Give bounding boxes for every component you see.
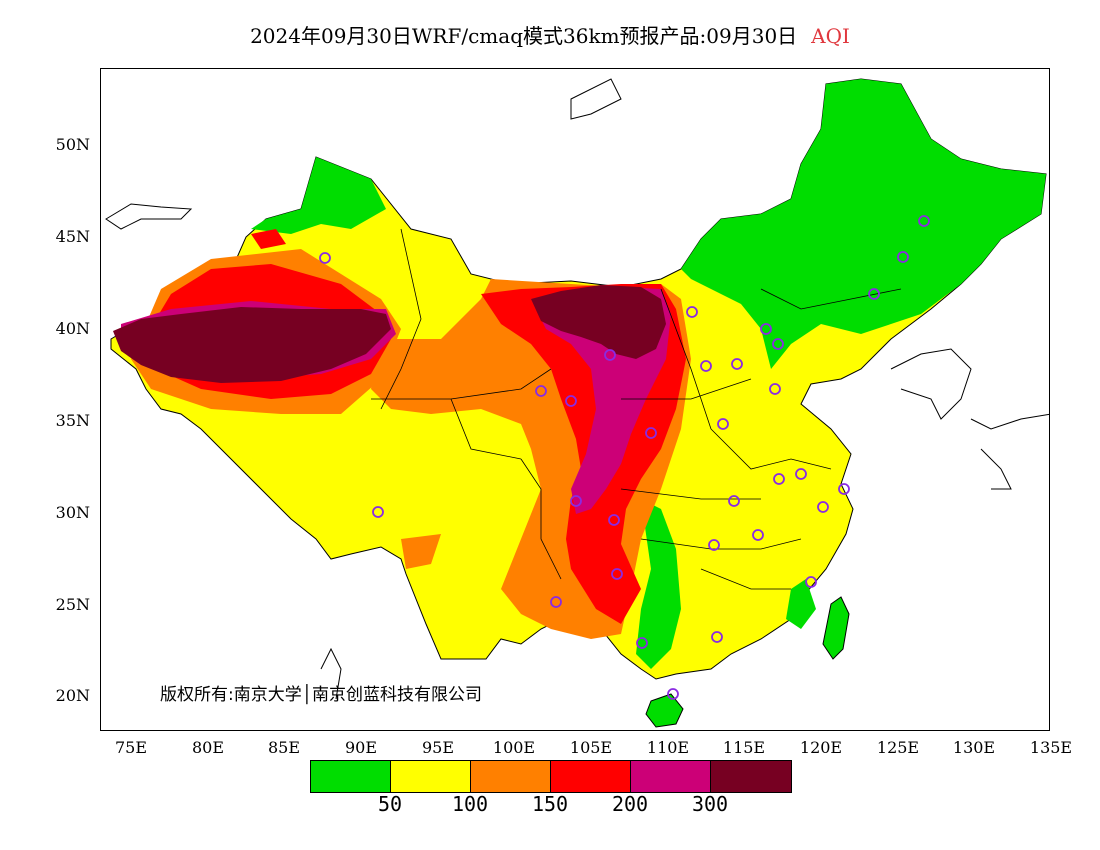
legend-swatch-4: [551, 761, 631, 792]
x-label-80e: 80E: [191, 738, 225, 757]
legend-label-150: 150: [531, 792, 569, 816]
city-marker: [773, 473, 785, 485]
city-marker: [686, 306, 698, 318]
aqi-good-fujian: [786, 579, 816, 629]
taiwan-island: [822, 596, 850, 660]
city-marker: [752, 529, 764, 541]
x-label-95e: 95E: [421, 738, 455, 757]
city-marker: [604, 349, 616, 361]
x-label-75e: 75E: [114, 738, 148, 757]
x-label-85e: 85E: [267, 738, 301, 757]
x-label-100e: 100E: [492, 738, 536, 757]
city-marker: [636, 637, 648, 649]
legend-swatch-2: [391, 761, 471, 792]
aqi-map: [105, 78, 1049, 728]
city-marker: [372, 506, 384, 518]
legend-label-100: 100: [451, 792, 489, 816]
aqi-good-north-xinjiang: [251, 157, 386, 234]
aqi-good-guangxi: [636, 499, 681, 669]
city-marker: [838, 483, 850, 495]
y-label-45n: 45N: [55, 227, 90, 246]
city-marker: [760, 323, 772, 335]
x-label-125e: 125E: [876, 738, 920, 757]
city-marker: [868, 288, 880, 300]
city-marker: [769, 383, 781, 395]
hainan-island: [645, 693, 684, 728]
x-label-135e: 135E: [1029, 738, 1073, 757]
map-frame: [100, 68, 1050, 731]
title-variable: AQI: [811, 24, 850, 48]
aqi-hazardous-west: [113, 307, 391, 383]
y-label-30n: 30N: [55, 503, 90, 522]
x-label-110e: 110E: [646, 738, 690, 757]
copyright-text: 版权所有:南京大学│南京创蓝科技有限公司: [160, 685, 482, 705]
city-marker: [565, 395, 577, 407]
city-marker: [897, 251, 909, 263]
city-marker: [570, 495, 582, 507]
legend-label-50: 50: [377, 792, 403, 816]
city-marker: [611, 568, 623, 580]
legend-swatch-6: [711, 761, 791, 792]
y-label-25n: 25N: [55, 595, 90, 614]
legend-swatch-5: [631, 761, 711, 792]
city-marker: [700, 360, 712, 372]
city-marker: [711, 631, 723, 643]
y-label-20n: 20N: [55, 686, 90, 705]
city-marker: [608, 514, 620, 526]
x-label-130e: 130E: [952, 738, 996, 757]
legend-swatch-1: [311, 761, 391, 792]
x-label-90e: 90E: [344, 738, 378, 757]
aqi-hazardous-north-central: [531, 285, 666, 359]
city-marker: [795, 468, 807, 480]
city-marker: [918, 215, 930, 227]
city-marker: [550, 596, 562, 608]
x-label-105e: 105E: [569, 738, 613, 757]
legend-colorbar: [310, 760, 792, 793]
map-title: 2024年09月30日WRF/cmaq模式36km预报产品:09月30日 AQI: [0, 20, 1100, 49]
title-text: 2024年09月30日WRF/cmaq模式36km预报产品:09月30日: [250, 24, 798, 48]
city-marker: [717, 418, 729, 430]
city-marker: [817, 501, 829, 513]
y-label-50n: 50N: [55, 135, 90, 154]
aqi-good-northeast: [681, 79, 1046, 369]
province-boundaries: [371, 228, 902, 590]
city-markers: [319, 215, 930, 700]
aqi-unhealthy-small: [251, 229, 286, 249]
y-label-35n: 35N: [55, 411, 90, 430]
city-marker: [805, 576, 817, 588]
legend-label-300: 300: [691, 792, 729, 816]
city-marker: [731, 358, 743, 370]
y-label-40n: 40N: [55, 319, 90, 338]
city-marker: [708, 539, 720, 551]
city-marker: [535, 385, 547, 397]
city-marker: [667, 688, 679, 700]
city-marker: [645, 427, 657, 439]
city-marker: [728, 495, 740, 507]
city-marker: [319, 252, 331, 264]
x-label-120e: 120E: [799, 738, 843, 757]
neighbor-coastlines: [105, 78, 1049, 700]
legend-swatch-3: [471, 761, 551, 792]
legend-label-200: 200: [611, 792, 649, 816]
aqi-unhealthy-sensitive-tibet: [401, 534, 441, 569]
city-marker: [772, 338, 784, 350]
x-label-115e: 115E: [722, 738, 766, 757]
